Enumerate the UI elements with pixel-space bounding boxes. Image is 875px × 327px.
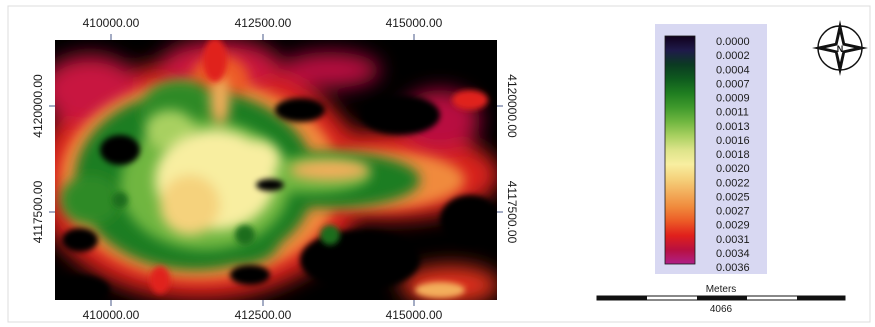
legend-label: 0.0018	[716, 149, 750, 161]
legend-label: 0.0007	[716, 78, 750, 90]
legend-label: 0.0036	[716, 262, 750, 274]
x-tick-label-bottom: 415000.00	[386, 308, 443, 322]
legend-label: 0.0022	[716, 177, 750, 189]
legend-label: 0.0011	[716, 107, 749, 119]
x-tick-label-bottom: 410000.00	[83, 308, 140, 322]
legend-label: 0.0013	[716, 121, 750, 133]
raster-map	[55, 40, 497, 300]
x-tick-label-top: 412500.00	[235, 16, 292, 30]
map-tick-marks	[49, 34, 503, 306]
scale-distance: 4066	[710, 304, 733, 315]
legend-labels: 0.0000 0.0002 0.0004 0.0007 0.0009 0.0011 0.00…	[716, 36, 750, 274]
y-tick-label-left: 4117500.00	[31, 180, 45, 243]
legend-label: 0.0004	[716, 64, 750, 76]
legend-label: 0.0002	[716, 50, 750, 62]
legend-label: 0.0027	[716, 206, 750, 218]
y-tick-label-left: 4120000.00	[31, 74, 45, 138]
legend-label: 0.0016	[716, 135, 750, 147]
legend-label: 0.0031	[716, 234, 750, 246]
north-letter: N	[837, 44, 844, 54]
legend-label: 0.0020	[716, 163, 750, 175]
y-tick-label-right: 4117500.00	[505, 181, 519, 244]
y-tick-label-right: 4120000.00	[505, 74, 519, 138]
scale-bar: Meters 4066	[596, 284, 846, 315]
legend-color-ramp	[664, 35, 696, 265]
outer-frame	[7, 5, 871, 323]
x-tick-label-bottom: 412500.00	[235, 308, 292, 322]
legend-label: 0.0029	[716, 220, 750, 232]
legend-label: 0.0000	[716, 36, 750, 48]
scale-unit: Meters	[706, 284, 737, 295]
x-tick-label-top: 410000.00	[83, 16, 140, 30]
compass-rose-icon: N	[812, 20, 868, 76]
legend-label: 0.0009	[716, 93, 750, 105]
x-tick-label-top: 415000.00	[386, 16, 443, 30]
legend-label: 0.0025	[716, 191, 750, 203]
legend-label: 0.0034	[716, 248, 750, 260]
